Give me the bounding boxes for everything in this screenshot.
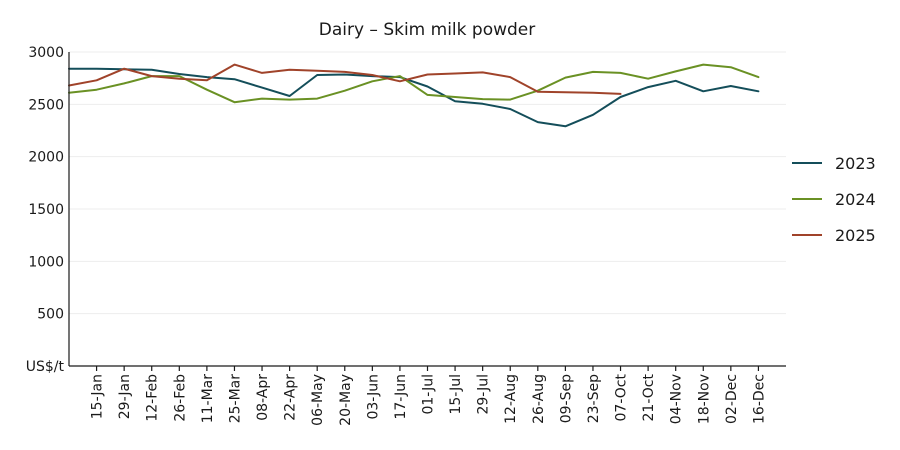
x-tick-label: 26-Feb — [172, 374, 188, 422]
x-tick-label: 18-Nov — [696, 374, 712, 424]
x-tick-label: 29-Jul — [476, 374, 492, 415]
legend-label-2024: 2024 — [835, 190, 876, 209]
x-tick-label: 22-Apr — [283, 374, 299, 421]
x-tick-label: 12-Feb — [145, 374, 161, 422]
x-tick-label: 11-Mar — [200, 374, 216, 424]
x-tick-label: 03-Jun — [365, 374, 381, 420]
series-line-2024 — [68, 63, 760, 104]
gridlines — [69, 51, 786, 315]
x-tick-label: 02-Dec — [724, 374, 740, 424]
x-tick-label: 12-Aug — [503, 374, 519, 424]
x-tick-label: 15-Jan — [90, 374, 106, 419]
x-tick-label: 07-Oct — [614, 373, 630, 421]
x-tick-label: 23-Sep — [586, 374, 602, 423]
x-tick-label: 29-Jan — [117, 374, 133, 419]
x-tick-label: 04-Nov — [669, 374, 685, 424]
legend-label-2023: 2023 — [835, 154, 876, 173]
y-tick-label: 2500 — [28, 97, 64, 113]
x-tick-label: 26-Aug — [531, 374, 547, 424]
y-axis-ticks: 500 1000 1500 2000 2500 3000 — [28, 45, 64, 323]
y-axis-unit-label: US$/t — [26, 359, 65, 375]
y-tick-label: 500 — [37, 307, 64, 323]
x-tick-label: 25-Mar — [227, 374, 243, 424]
y-tick-label: 3000 — [28, 45, 64, 61]
x-tick-label: 17-Jun — [393, 374, 409, 420]
x-tick-label: 01-Jul — [421, 374, 437, 415]
series-lines — [68, 63, 760, 128]
x-tick-label: 06-May — [310, 374, 326, 426]
x-tick-label: 15-Jul — [448, 374, 464, 415]
y-tick-label: 1000 — [28, 254, 64, 270]
y-tick-label: 1500 — [28, 202, 64, 218]
y-tick-label: 2000 — [28, 150, 64, 166]
x-tick-label: 16-Dec — [751, 374, 767, 424]
x-tick-label: 09-Sep — [558, 374, 574, 423]
series-line-2025 — [68, 63, 622, 95]
legend: 2023 2024 2025 — [792, 154, 876, 245]
x-tick-label: 21-Oct — [641, 373, 657, 421]
legend-label-2025: 2025 — [835, 226, 876, 245]
x-tick-label: 20-May — [338, 374, 354, 426]
x-axis-ticks: 15-Jan 29-Jan 12-Feb 26-Feb 11-Mar 25-Mar 08-A… — [90, 366, 767, 426]
series-line-2023 — [68, 67, 760, 128]
chart-title: Dairy – Skim milk powder — [319, 20, 536, 40]
x-tick-label: 08-Apr — [255, 374, 271, 421]
